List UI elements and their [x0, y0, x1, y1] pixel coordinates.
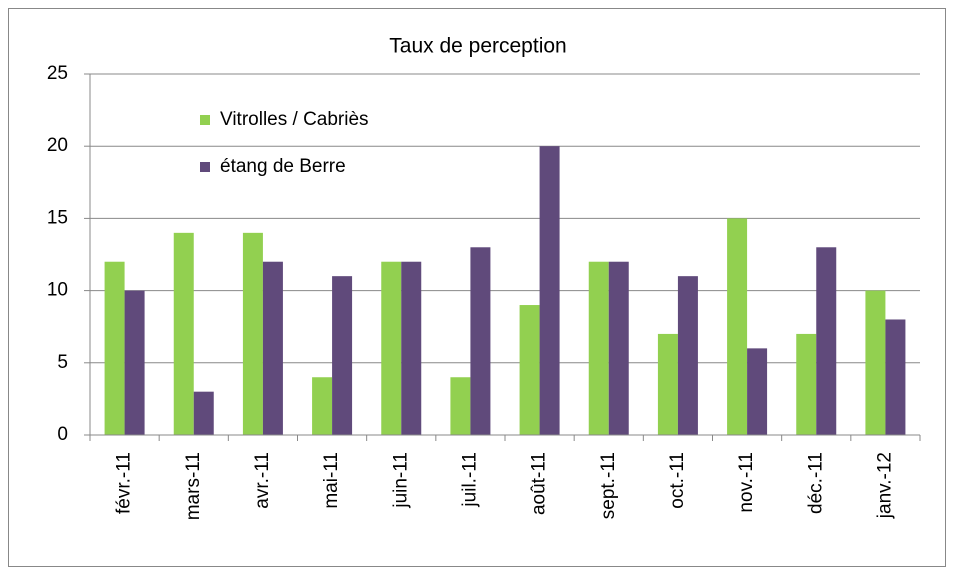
x-tick-label: avr.-11: [252, 452, 273, 509]
x-tick-label: déc.-11: [805, 452, 826, 514]
y-tick-label: 10: [47, 280, 68, 301]
bar: [588, 261, 609, 435]
legend-swatch: [200, 115, 210, 125]
x-tick-label: mai-11: [321, 452, 342, 509]
bar: [262, 261, 283, 435]
bar: [657, 333, 678, 435]
x-tick-label: janv.-12: [874, 452, 895, 519]
bar: [796, 333, 817, 435]
y-tick-label: 5: [57, 352, 68, 373]
bar: [816, 247, 837, 435]
y-tick-label: 25: [47, 63, 68, 84]
bar: [608, 261, 629, 435]
bar: [193, 391, 214, 435]
chart-title: Taux de perception: [389, 35, 566, 58]
x-tick-label: juil.-11: [459, 452, 480, 508]
bar: [450, 377, 471, 435]
y-tick-label: 15: [47, 207, 68, 228]
bar: [470, 247, 491, 435]
bar: [173, 232, 194, 435]
bar: [332, 276, 353, 435]
bar: [885, 319, 906, 435]
x-tick-label: nov.-11: [736, 452, 757, 513]
bar: [677, 276, 698, 435]
bar: [104, 261, 125, 435]
x-tick-label: oct.-11: [667, 452, 688, 509]
bar: [381, 261, 402, 435]
legend-label: étang de Berre: [220, 156, 346, 177]
bar: [242, 232, 263, 435]
bar: [312, 377, 333, 435]
bar: [747, 348, 768, 435]
bar: [519, 305, 540, 435]
bar: [401, 261, 422, 435]
legend-label: Vitrolles / Cabriès: [220, 109, 369, 130]
x-tick-label: août-11: [529, 452, 550, 515]
y-tick-label: 20: [47, 135, 68, 156]
bar: [124, 290, 145, 435]
x-tick-label: févr.-11: [114, 452, 135, 514]
bar: [865, 290, 886, 435]
bar: [539, 146, 560, 435]
bar: [727, 218, 748, 435]
x-tick-label: sept.-11: [598, 452, 619, 519]
legend-swatch: [200, 162, 210, 172]
y-tick-label: 0: [57, 424, 68, 445]
x-tick-label: mars-11: [183, 452, 204, 520]
x-tick-label: juin-11: [390, 452, 411, 509]
